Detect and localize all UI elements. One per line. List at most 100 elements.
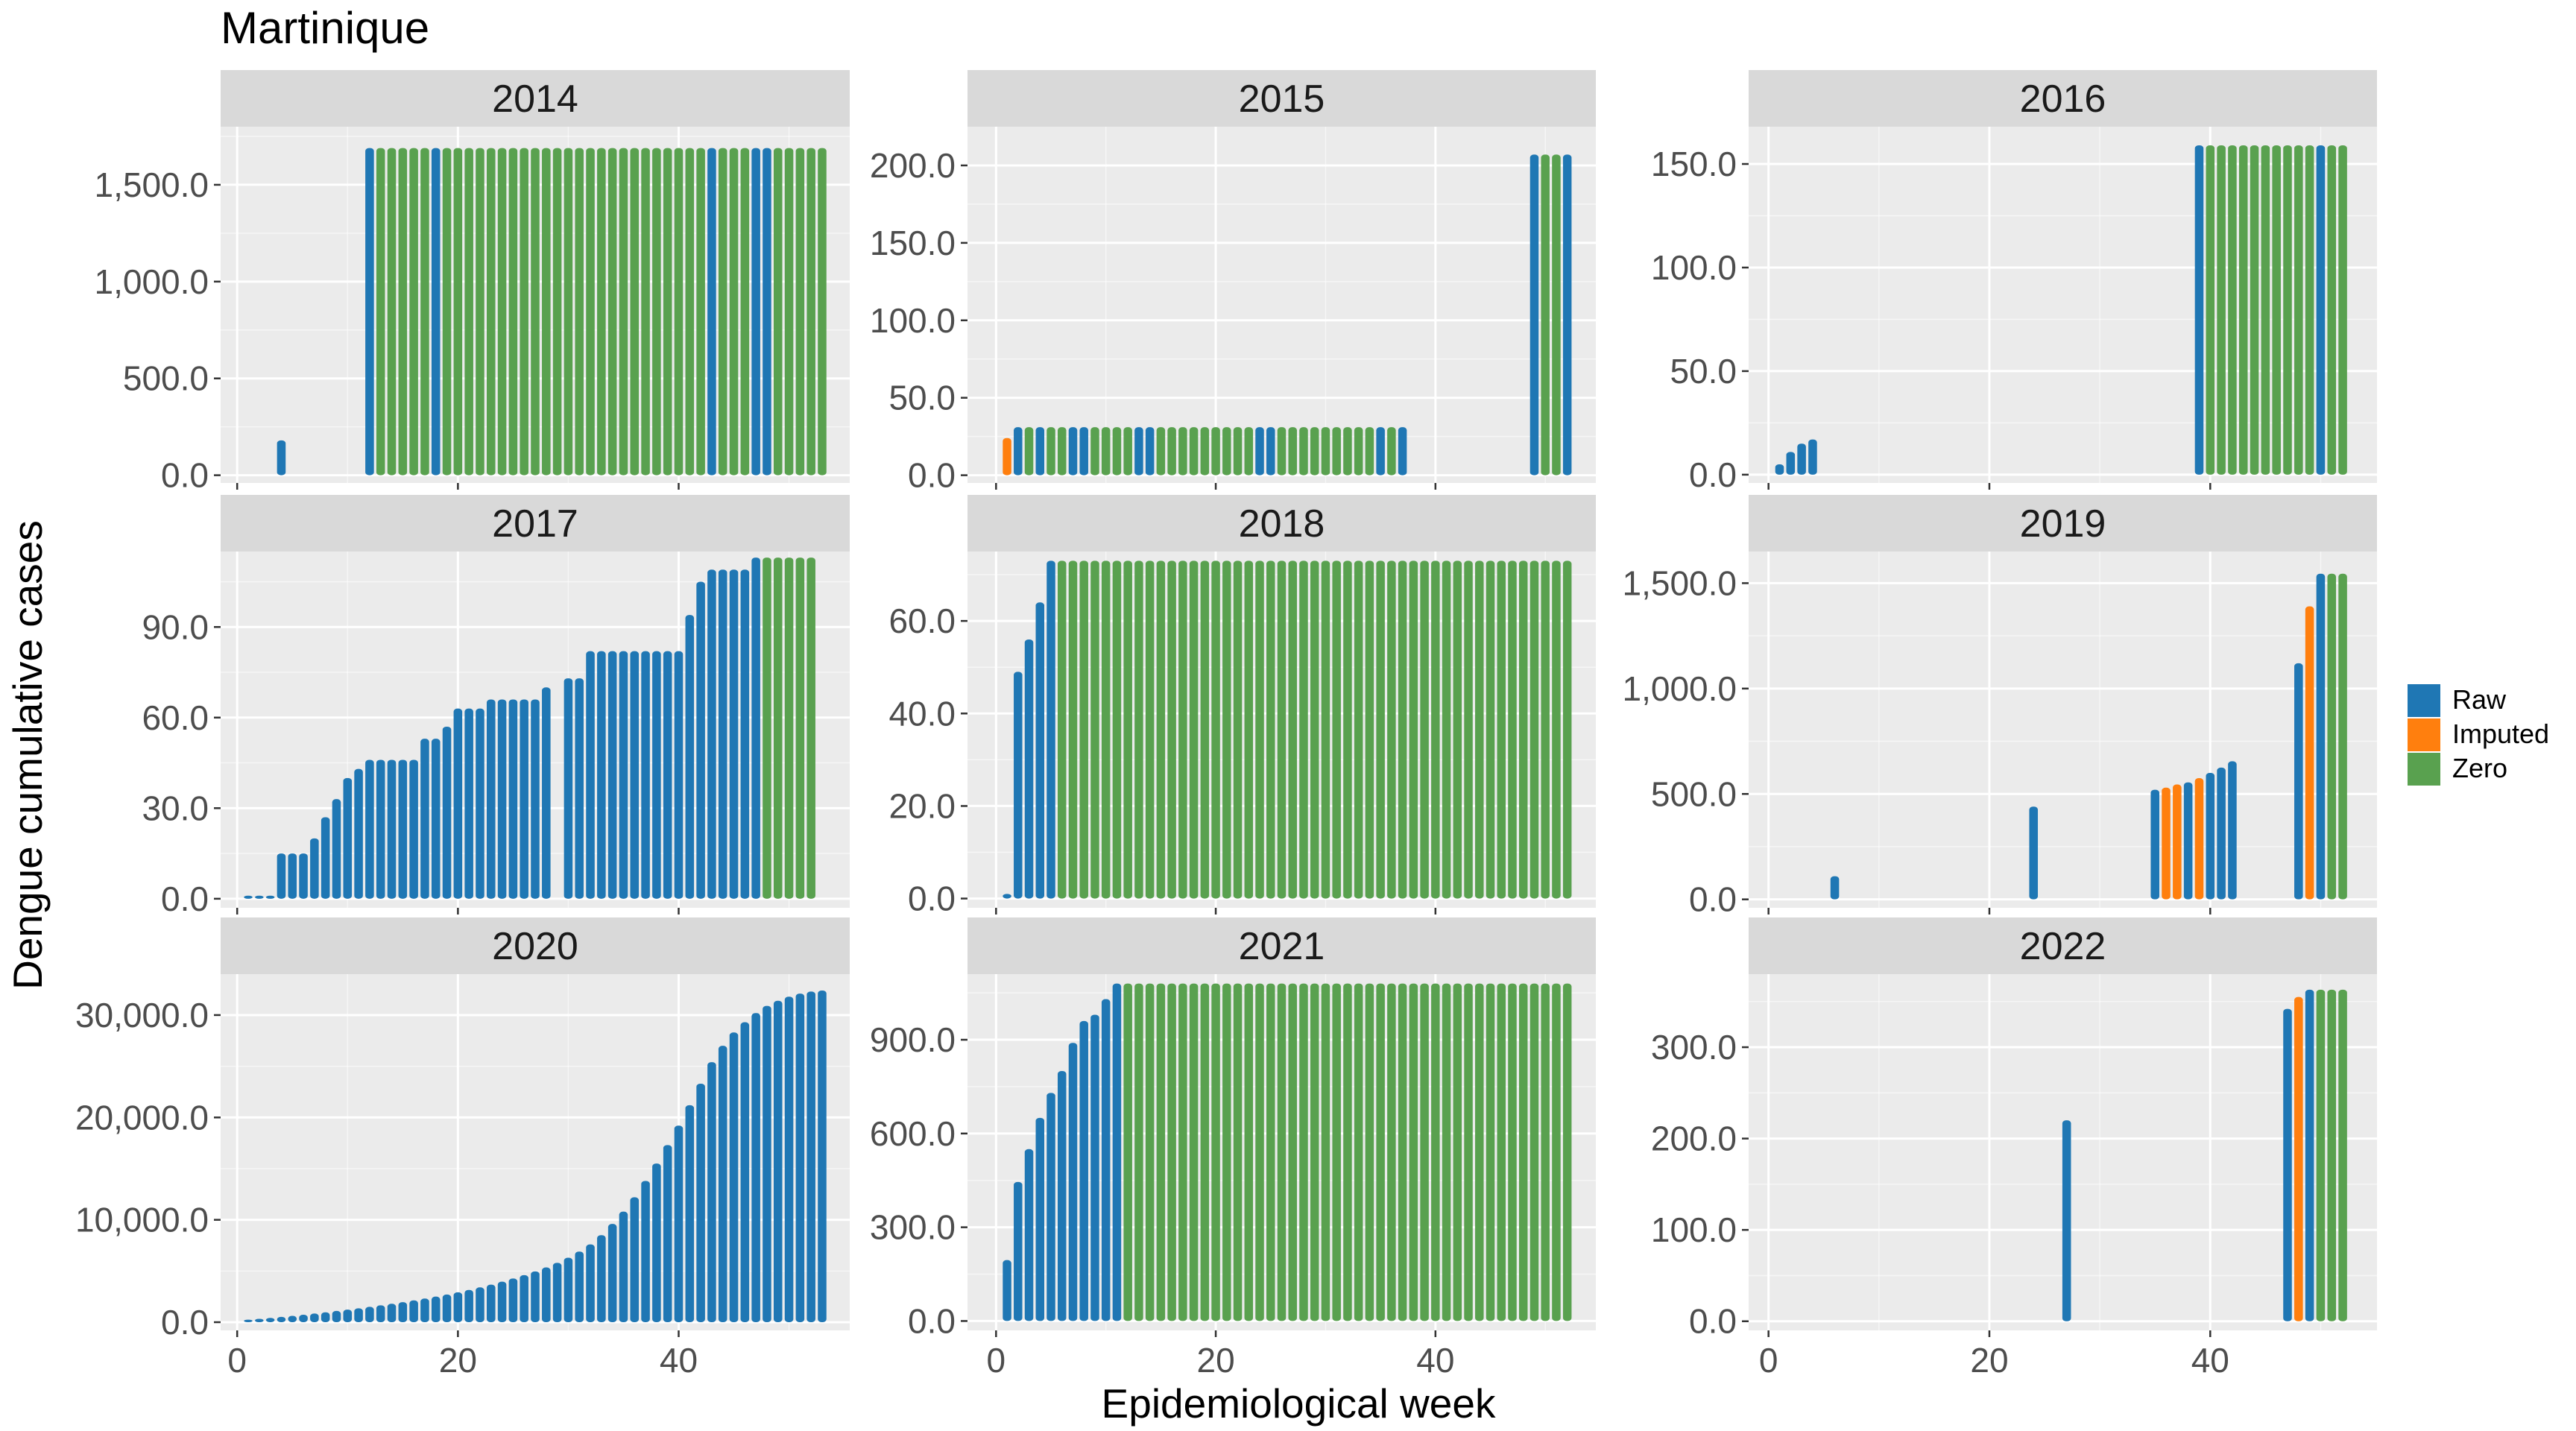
y-tick-label: 50.0	[1670, 352, 1737, 391]
bar-week-34	[1365, 560, 1374, 899]
bar-week-4	[277, 1316, 286, 1323]
bar-week-11	[354, 1308, 363, 1323]
bar-week-19	[442, 148, 452, 476]
y-tick-label: 0.0	[161, 456, 209, 495]
bar-week-23	[486, 1284, 496, 1323]
bar-week-30	[1321, 560, 1330, 899]
bar-week-40	[1431, 983, 1440, 1321]
bar-week-18	[431, 148, 441, 476]
bar-week-50	[1541, 983, 1550, 1321]
bar-week-16	[1167, 560, 1176, 899]
y-tick-label: 500.0	[123, 359, 209, 398]
bar-week-3	[1024, 427, 1034, 476]
bar-week-17	[1178, 427, 1187, 476]
bar-week-14	[387, 1304, 397, 1323]
bar-week-41	[1442, 560, 1451, 899]
bar-week-29	[1310, 560, 1319, 899]
bar-week-27	[531, 148, 540, 476]
bar-week-16	[409, 1300, 418, 1323]
bar-week-25	[508, 699, 518, 899]
bar-week-28	[542, 1267, 551, 1323]
bar-week-20	[453, 148, 463, 476]
legend-label-raw: Raw	[2452, 684, 2507, 715]
y-tick-label: 150.0	[1651, 145, 1737, 183]
bar-week-1	[1003, 1260, 1011, 1321]
bar-week-21	[464, 148, 473, 476]
bar-week-31	[1332, 560, 1341, 899]
bar-week-31	[1332, 427, 1341, 476]
facet-2018: 2018 0.0 20.0 40.0 60.0	[888, 495, 1596, 918]
chart-title: Martinique	[221, 3, 429, 53]
bar-week-32	[1343, 427, 1352, 476]
legend-key-imputed	[2408, 718, 2440, 751]
bar-week-45	[729, 569, 739, 899]
bar-week-3	[1024, 639, 1034, 899]
bar-week-25	[508, 1278, 518, 1323]
bar-week-8	[321, 1312, 330, 1323]
bar-week-38	[652, 148, 661, 476]
bar-week-39	[2194, 145, 2204, 475]
bar-week-46	[740, 148, 750, 476]
bar-week-36	[630, 148, 640, 476]
bar-week-18	[431, 1296, 441, 1323]
bar-week-7	[310, 1313, 319, 1323]
x-tick-label: 40	[2191, 1341, 2229, 1380]
bar-week-49	[1530, 154, 1539, 476]
facet-2022: 2022 0.0 100.0 200.0 300.0 0 20 40	[1651, 917, 2377, 1380]
y-tick-label: 0.0	[1689, 455, 1737, 494]
bar-week-33	[597, 651, 606, 899]
bar-week-3	[265, 1318, 275, 1323]
bar-week-2	[1014, 427, 1023, 476]
bar-week-48	[2294, 663, 2303, 900]
facet-strip	[1749, 70, 2377, 127]
x-tick-label: 20	[1970, 1341, 2008, 1380]
bar-week-48	[763, 1005, 771, 1323]
y-tick-label: 20.0	[888, 786, 956, 825]
bar-week-38	[1409, 983, 1418, 1321]
facet-2014: 2014 0.0 500.0 1,000.0 1,500.0	[95, 70, 850, 495]
bar-week-20	[453, 1292, 463, 1323]
facet-strip	[221, 917, 850, 974]
y-tick-label: 0.0	[908, 879, 956, 918]
bar-week-36	[2162, 787, 2171, 900]
bar-week-46	[2272, 145, 2281, 475]
y-tick-label: 100.0	[1651, 1210, 1737, 1249]
legend-label-imputed: Imputed	[2452, 718, 2549, 749]
y-tick-label: 50.0	[888, 379, 956, 417]
bar-week-45	[1486, 560, 1495, 899]
bar-week-35	[1376, 560, 1385, 899]
bar-week-26	[520, 1274, 528, 1323]
bar-week-41	[685, 148, 695, 476]
bar-week-12	[1123, 983, 1132, 1321]
bar-week-27	[1288, 983, 1297, 1321]
bar-week-18	[1189, 560, 1199, 899]
bar-week-24	[1255, 983, 1264, 1321]
bar-week-10	[343, 777, 353, 899]
bar-week-14	[1145, 983, 1155, 1321]
bar-week-48	[763, 557, 771, 899]
bar-week-32	[1343, 560, 1352, 899]
y-tick-label: 300.0	[1651, 1028, 1737, 1067]
bar-week-22	[1233, 560, 1243, 899]
bar-week-50	[1541, 154, 1550, 476]
bar-week-13	[1134, 983, 1143, 1321]
bar-week-52	[2338, 989, 2347, 1321]
bar-week-47	[1508, 560, 1517, 899]
bar-week-12	[365, 1307, 374, 1323]
bar-week-33	[1354, 560, 1363, 899]
bar-week-48	[1518, 560, 1528, 899]
bar-week-34	[1365, 983, 1374, 1321]
bar-week-41	[2217, 767, 2226, 900]
facet-strip	[967, 495, 1596, 552]
panel-background	[1749, 127, 2377, 483]
y-tick-label: 100.0	[870, 301, 956, 340]
bar-week-1	[1003, 437, 1011, 476]
bar-week-7	[1068, 1043, 1078, 1321]
bar-week-6	[299, 1314, 308, 1323]
bar-week-49	[773, 557, 783, 899]
bar-week-22	[1233, 983, 1243, 1321]
bar-week-26	[1277, 983, 1287, 1321]
y-axis-title: Dengue cumulative cases	[4, 520, 51, 990]
bar-week-51	[1552, 154, 1561, 476]
bar-week-49	[2305, 989, 2314, 1321]
